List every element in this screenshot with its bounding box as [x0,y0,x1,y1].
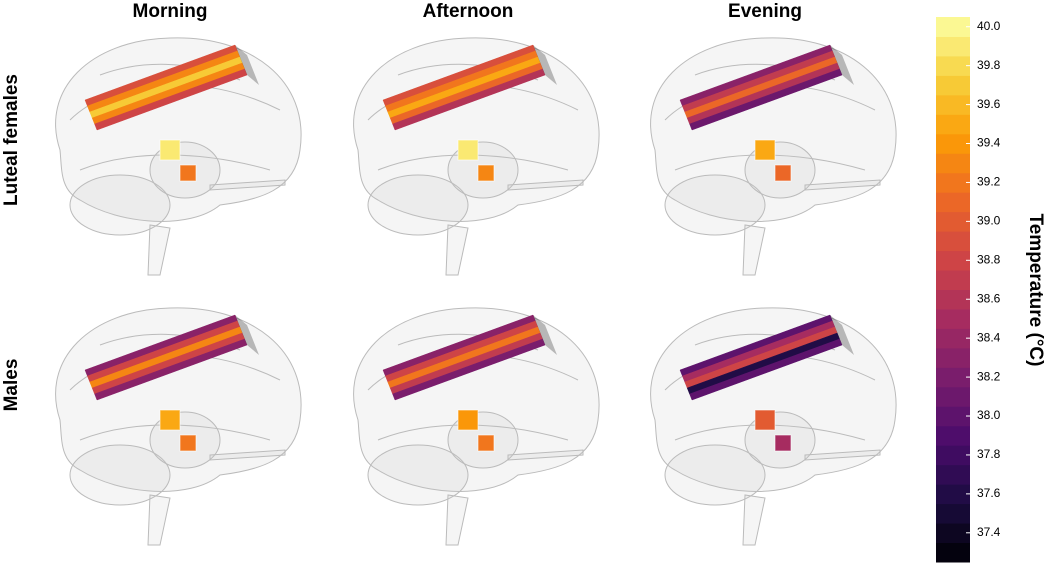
tick-label: 37.4 [977,525,1001,539]
colorbar-band [936,133,970,154]
colorbar-band [936,367,970,388]
brain-panel [650,37,897,276]
colorbar: 40.0 39.8 39.6 39.4 39.2 39.0 38.8 38.6 38.4 38.2… [936,17,1001,563]
colorbar-band [936,94,970,115]
tick-label: 40.0 [977,19,1001,33]
cube [457,139,479,161]
column-title: Evening [728,1,802,22]
cube [774,434,792,452]
tick-label: 39.4 [977,136,1001,150]
slab-side [830,315,854,355]
slab-side [235,45,259,85]
colorbar-label: Temperature (°C) [1025,214,1046,367]
tick-label: 39.8 [977,58,1001,72]
colorbar-band [936,231,970,252]
brain-panel [353,307,600,546]
colorbar-band [936,484,970,505]
colorbar-band [936,153,970,174]
colorbar-band [936,425,970,446]
tick-label: 38.6 [977,291,1001,305]
slab-stripe [94,68,248,131]
colorbar-band [936,406,970,427]
colorbar-band [936,270,970,290]
tick-label: 38.0 [977,408,1001,422]
cube [457,409,479,431]
colorbar-band [936,250,970,271]
tick-label: 39.6 [977,97,1001,111]
colorbar-band [936,17,970,37]
tick-label: 37.6 [977,486,1001,500]
row-title: Males [1,359,22,412]
tick-label: 39.2 [977,175,1001,189]
brain-panel [650,307,897,546]
cube [179,164,197,182]
tick-label: 38.8 [977,252,1001,266]
tick-label: 37.8 [977,447,1001,461]
brain-panel [55,307,302,546]
column-title: Morning [133,1,208,22]
slab-stripe [392,68,546,131]
colorbar-band [936,445,970,466]
colorbar-band [936,211,970,232]
cube [754,409,776,431]
slab-stripe [94,338,248,401]
panels [55,37,897,546]
colorbar-band [936,308,970,329]
brain-panel [55,37,302,276]
colorbar-band [936,192,970,213]
tick-label: 38.2 [977,369,1001,383]
colorbar-band [936,289,970,310]
cube [179,434,197,452]
column-title: Afternoon [423,1,514,22]
slab-stripe [689,68,843,131]
slab-side [235,315,259,355]
slab-side [533,315,557,355]
colorbar-band [936,542,970,563]
brain-panel [353,37,600,276]
colorbar-band [936,114,970,135]
cube [477,434,495,452]
colorbar-band [936,386,970,407]
colorbar-band [936,503,970,524]
slab-stripe [392,338,546,401]
cube [159,409,181,431]
colorbar-band [936,464,970,485]
cube [774,164,792,182]
slab-stripe [689,338,843,401]
cube [477,164,495,182]
colorbar-band [936,523,970,544]
colorbar-band [936,55,970,76]
row-title: Luteal females [1,74,22,206]
colorbar-band [936,36,970,57]
colorbar-band [936,328,970,349]
tick-label: 39.0 [977,214,1001,228]
slab-side [533,45,557,85]
cube [754,139,776,161]
cube [159,139,181,161]
colorbar-band [936,75,970,96]
tick-label: 38.4 [977,330,1001,344]
colorbar-band [936,347,970,368]
colorbar-band [936,172,970,193]
slab-side [830,45,854,85]
